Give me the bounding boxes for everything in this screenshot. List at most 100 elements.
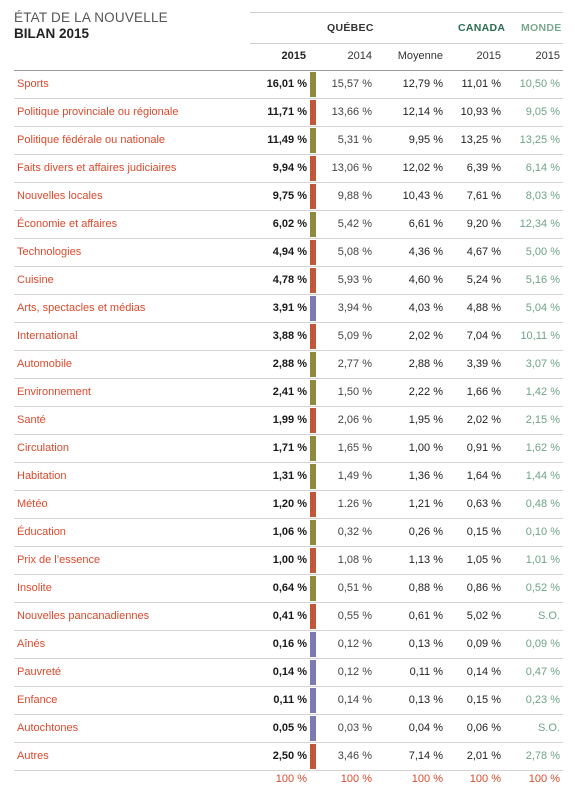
row-canada-2015: 5,24 % (466, 274, 501, 286)
row-label: Météo (17, 498, 48, 510)
row-quebec-2014: 0,03 % (337, 722, 372, 734)
row-monde-2015: S.O. (537, 722, 560, 734)
row-moyenne: 1,36 % (408, 470, 443, 482)
row-monde-2015: 0,10 % (525, 526, 560, 538)
row-moyenne: 2,22 % (408, 386, 443, 398)
table-row: Autres 2,50 % 3,46 % 7,14 % 2,01 % 2,78 % (14, 743, 563, 771)
row-label: Santé (17, 414, 46, 426)
title-line-1: ÉTAT DE LA NOUVELLE (14, 10, 168, 25)
row-quebec-2014: 3,94 % (337, 302, 372, 314)
row-category-bar (310, 352, 316, 377)
row-moyenne: 1,21 % (408, 498, 443, 510)
row-category-bar (310, 72, 316, 97)
row-moyenne: 12,14 % (402, 106, 443, 118)
table-row: Aînés 0,16 % 0,12 % 0,13 % 0,09 % 0,09 % (14, 631, 563, 659)
row-monde-2015: 10,50 % (519, 78, 560, 90)
row-canada-2015: 7,61 % (466, 190, 501, 202)
row-quebec-2014: 0,12 % (337, 666, 372, 678)
row-monde-2015: 0,48 % (525, 498, 560, 510)
row-quebec-2014: 15,57 % (331, 78, 372, 90)
row-category-bar (310, 212, 316, 237)
row-moyenne: 0,04 % (408, 722, 443, 734)
row-label: Autochtones (17, 722, 79, 734)
row-label: Aînés (17, 638, 46, 650)
row-moyenne: 0,26 % (408, 526, 443, 538)
row-label: Faits divers et affaires judiciaires (17, 162, 177, 174)
row-canada-2015: 3,39 % (466, 358, 501, 370)
table-row: International 3,88 % 5,09 % 2,02 % 7,04 % 10,… (14, 323, 563, 351)
row-quebec-2014: 0,32 % (337, 526, 372, 538)
row-moyenne: 7,14 % (408, 750, 443, 762)
row-canada-2015: 2,02 % (466, 414, 501, 426)
row-category-bar (310, 576, 316, 601)
row-label: Enfance (17, 694, 58, 706)
table-row: Politique fédérale ou nationale 11,49 % 5,… (14, 127, 563, 155)
table-row: Météo 1,20 % 1.26 % 1,21 % 0,63 % 0,48 % (14, 491, 563, 519)
row-quebec-2014: 2,06 % (337, 414, 372, 426)
row-canada-2015: 2,01 % (466, 750, 501, 762)
row-quebec-2014: 5,42 % (337, 218, 372, 230)
row-moyenne: 2,02 % (408, 330, 443, 342)
table-row: Insolite 0,64 % 0,51 % 0,88 % 0,86 % 0,52 % (14, 575, 563, 603)
row-quebec-2015: 1,20 % (272, 498, 307, 510)
row-quebec-2015: 2,88 % (272, 358, 307, 370)
group-subheader-rule (250, 43, 563, 44)
row-category-bar (310, 268, 316, 293)
row-canada-2015: 11,01 % (461, 78, 501, 90)
row-label: Technologies (17, 246, 82, 258)
row-category-bar (310, 436, 316, 461)
row-monde-2015: 10,11 % (520, 330, 560, 342)
table-row: Environnement 2,41 % 1,50 % 2,22 % 1,66 % 1,4… (14, 379, 563, 407)
row-moyenne: 2,88 % (408, 358, 443, 370)
row-quebec-2015: 11,71 % (267, 106, 307, 118)
row-moyenne: 0,13 % (408, 694, 443, 706)
row-canada-2015: 6,39 % (466, 162, 501, 174)
row-canada-2015: 10,93 % (460, 106, 501, 118)
row-moyenne: 1,95 % (408, 414, 443, 426)
row-quebec-2015: 16,01 % (266, 78, 307, 90)
row-quebec-2015: 9,94 % (272, 162, 307, 174)
row-canada-2015: 4,67 % (466, 246, 501, 258)
row-label: Automobile (17, 358, 73, 370)
table-row: Circulation 1,71 % 1,65 % 1,00 % 0,91 % 1,62 … (14, 435, 563, 463)
row-quebec-2015: 4,78 % (272, 274, 307, 286)
table-row: Automobile 2,88 % 2,77 % 2,88 % 3,39 % 3,07 % (14, 351, 563, 379)
row-monde-2015: 13,25 % (519, 134, 560, 146)
row-canada-2015: 0,14 % (466, 666, 501, 678)
row-category-bar (310, 744, 316, 769)
row-canada-2015: 0,06 % (466, 722, 501, 734)
total-moyenne: 100 % (411, 773, 443, 785)
title-line-2: BILAN 2015 (14, 26, 90, 41)
row-moyenne: 6,61 % (408, 218, 443, 230)
row-monde-2015: 12,34 % (519, 218, 560, 230)
row-label: Habitation (17, 470, 67, 482)
table-row: Arts, spectacles et médias 3,91 % 3,94 % 4,… (14, 295, 563, 323)
header-bottom-rule (14, 70, 563, 71)
table-row: Faits divers et affaires judiciaires 9,94… (14, 155, 563, 183)
row-quebec-2014: 0,14 % (337, 694, 372, 706)
row-monde-2015: 2,15 % (525, 414, 560, 426)
row-category-bar (310, 408, 316, 433)
row-category-bar (310, 492, 316, 517)
row-quebec-2014: 5,09 % (337, 330, 372, 342)
row-category-bar (310, 464, 316, 489)
row-monde-2015: 0,23 % (525, 694, 560, 706)
row-monde-2015: 3,07 % (525, 358, 560, 370)
row-canada-2015: 1,66 % (466, 386, 501, 398)
row-quebec-2015: 3,88 % (272, 330, 307, 342)
row-label: Insolite (17, 582, 52, 594)
row-quebec-2015: 6,02 % (272, 218, 307, 230)
row-category-bar (310, 156, 316, 181)
row-quebec-2015: 1,71 % (272, 442, 307, 454)
row-quebec-2014: 0,55 % (337, 610, 372, 622)
row-quebec-2014: 5,08 % (337, 246, 372, 258)
row-moyenne: 9,95 % (408, 134, 443, 146)
row-category-bar (310, 380, 316, 405)
col-head-monde-2015: 2015 (535, 50, 560, 62)
row-moyenne: 12,79 % (402, 78, 443, 90)
row-quebec-2015: 9,75 % (272, 190, 307, 202)
row-canada-2015: 0,91 % (466, 442, 501, 454)
row-moyenne: 0,13 % (408, 638, 443, 650)
col-head-quebec-2015: 2015 (281, 50, 306, 62)
row-canada-2015: 1,05 % (466, 554, 501, 566)
